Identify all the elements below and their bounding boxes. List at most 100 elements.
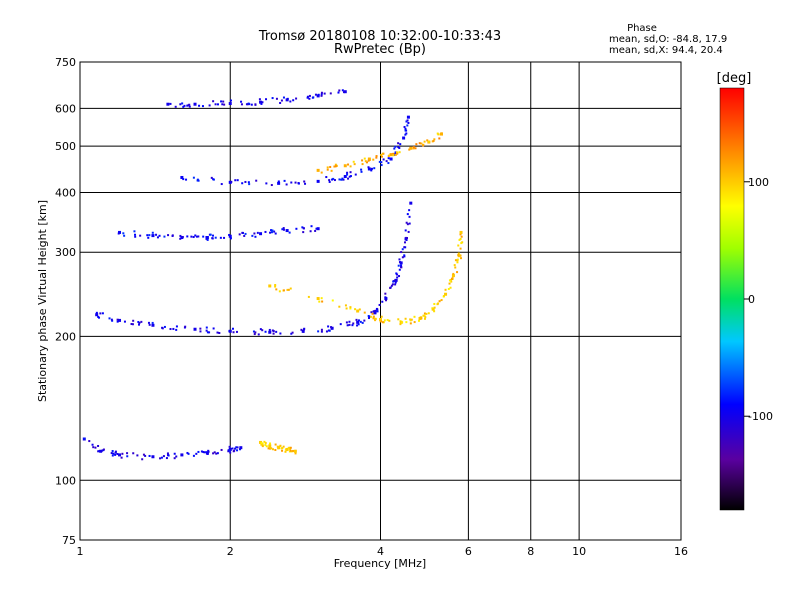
data-point <box>409 201 413 205</box>
data-point <box>341 177 344 180</box>
data-point <box>134 233 137 236</box>
data-point <box>393 147 396 150</box>
data-point <box>440 299 443 302</box>
data-point <box>213 451 216 454</box>
data-point <box>83 437 86 440</box>
data-point <box>401 256 404 259</box>
data-point <box>408 222 411 225</box>
data-point <box>414 147 417 150</box>
data-point <box>241 231 244 234</box>
data-point <box>333 165 336 168</box>
data-point <box>390 284 393 287</box>
data-point <box>259 232 263 236</box>
data-point <box>316 179 320 183</box>
data-point <box>212 327 215 330</box>
data-point <box>406 213 409 216</box>
data-point <box>337 91 340 94</box>
data-point <box>378 303 381 306</box>
data-point <box>166 452 169 455</box>
data-point <box>314 229 317 232</box>
data-point <box>349 306 352 309</box>
data-point <box>423 140 426 143</box>
data-point <box>159 457 162 460</box>
data-point <box>424 316 427 319</box>
data-point <box>444 292 448 296</box>
data-point <box>420 142 423 145</box>
data-point <box>284 450 287 453</box>
data-point <box>277 180 280 183</box>
data-point <box>433 306 436 309</box>
data-point <box>370 169 373 172</box>
data-point <box>137 320 140 323</box>
data-point <box>363 319 366 322</box>
data-point <box>251 234 254 237</box>
data-point <box>349 307 352 310</box>
data-point <box>231 447 234 450</box>
data-point <box>274 232 277 235</box>
data-point <box>375 156 378 159</box>
data-point <box>451 274 455 278</box>
data-point <box>144 454 147 457</box>
data-point <box>367 166 370 169</box>
data-point <box>132 319 135 322</box>
data-point <box>194 234 197 237</box>
data-point <box>356 324 359 327</box>
data-point <box>203 451 206 454</box>
data-point <box>456 271 459 274</box>
x-tick-label: 4 <box>377 545 384 558</box>
data-point <box>236 446 239 449</box>
y-tick-label: 400 <box>55 186 76 199</box>
data-point <box>457 252 460 255</box>
data-point <box>404 229 407 232</box>
data-point <box>223 236 226 239</box>
data-point <box>130 323 133 326</box>
data-point <box>205 451 209 455</box>
data-point <box>438 137 441 140</box>
data-point <box>394 153 397 156</box>
data-point <box>343 175 347 179</box>
data-point <box>346 171 349 174</box>
data-point <box>173 452 176 455</box>
data-point <box>406 115 410 119</box>
data-point <box>404 133 407 136</box>
data-point <box>374 317 377 320</box>
data-point <box>163 235 166 238</box>
data-point <box>456 261 459 264</box>
data-point <box>235 446 238 449</box>
data-point <box>94 446 97 449</box>
data-point <box>175 455 178 458</box>
data-point <box>440 132 444 136</box>
data-point <box>348 175 351 178</box>
data-point <box>156 236 159 239</box>
data-point <box>330 326 334 330</box>
data-point <box>449 286 452 289</box>
data-point <box>205 451 208 454</box>
data-point <box>459 233 462 236</box>
data-point <box>400 264 403 267</box>
data-point <box>308 97 311 100</box>
data-point <box>402 136 406 140</box>
data-point <box>175 325 178 328</box>
data-point <box>221 103 224 106</box>
data-point <box>383 319 386 322</box>
data-point <box>399 261 403 265</box>
data-point <box>396 152 399 155</box>
data-point <box>285 229 289 233</box>
data-point <box>346 324 349 327</box>
data-point <box>139 234 142 237</box>
data-point <box>206 331 209 334</box>
data-point <box>281 447 284 450</box>
data-point <box>274 449 277 452</box>
data-point <box>317 93 320 96</box>
data-point <box>409 146 413 150</box>
data-point <box>394 145 397 148</box>
chart-title: Tromsø 20180108 10:32:00-10:33:43 <box>258 29 501 44</box>
data-point <box>354 173 357 176</box>
data-point <box>268 328 271 331</box>
data-point <box>158 234 161 237</box>
data-point <box>102 448 105 451</box>
data-point <box>192 236 195 239</box>
data-point <box>151 323 155 327</box>
data-point <box>301 226 304 229</box>
data-point <box>205 326 208 329</box>
